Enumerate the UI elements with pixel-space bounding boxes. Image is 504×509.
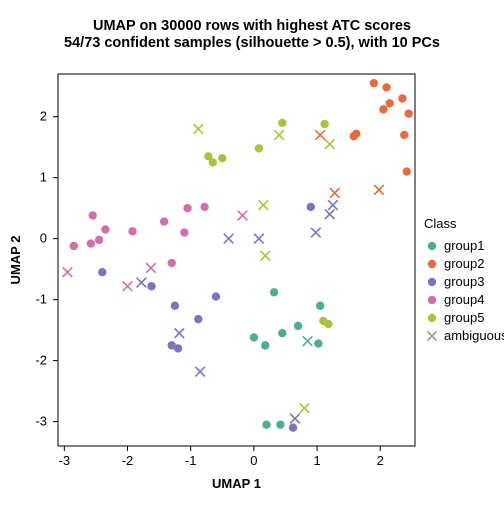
- legend-title: Class: [424, 216, 457, 231]
- data-point: [194, 315, 202, 323]
- data-point: [370, 79, 378, 87]
- x-tick-label: 1: [313, 453, 320, 468]
- data-point: [400, 131, 408, 139]
- data-point: [87, 239, 95, 247]
- data-point: [350, 132, 358, 140]
- data-point: [218, 154, 226, 162]
- data-point: [70, 242, 78, 250]
- x-tick-label: -3: [59, 453, 71, 468]
- data-point: [379, 105, 387, 113]
- data-point: [386, 99, 394, 107]
- data-point: [204, 152, 212, 160]
- legend-label: group5: [444, 310, 484, 325]
- title-line-2: 54/73 confident samples (silhouette > 0.…: [0, 35, 504, 52]
- scatter-plot: -3 -2 -1 0 1 2 -3 -2 -1 0 1 2 UMAP 1 UMAP 2 Class group…: [0, 0, 504, 504]
- data-point: [320, 120, 328, 128]
- data-point: [403, 167, 411, 175]
- legend-label: group4: [444, 292, 484, 307]
- data-point: [324, 320, 332, 328]
- data-point: [255, 144, 263, 152]
- y-tick-label: 1: [40, 170, 47, 185]
- legend-swatch: [428, 278, 436, 286]
- data-point: [404, 109, 412, 117]
- data-point: [160, 217, 168, 225]
- data-point: [307, 203, 315, 211]
- y-tick-label: -2: [35, 353, 47, 368]
- data-point: [316, 302, 324, 310]
- data-point: [289, 424, 297, 432]
- data-point: [278, 119, 286, 127]
- data-point: [168, 259, 176, 267]
- data-point: [183, 204, 191, 212]
- data-point: [261, 341, 269, 349]
- data-point: [250, 333, 258, 341]
- title-line-1: UMAP on 30000 rows with highest ATC scor…: [0, 18, 504, 35]
- y-tick-label: 2: [40, 109, 47, 124]
- data-point: [212, 292, 220, 300]
- data-point: [200, 203, 208, 211]
- legend-label: ambiguous: [444, 328, 504, 343]
- legend-swatch: [428, 314, 436, 322]
- chart-container: UMAP on 30000 rows with highest ATC scor…: [0, 0, 504, 504]
- data-point: [180, 228, 188, 236]
- data-point: [294, 322, 302, 330]
- data-point: [278, 329, 286, 337]
- x-tick-label: -1: [185, 453, 197, 468]
- data-point: [382, 83, 390, 91]
- y-tick-label: -3: [35, 414, 47, 429]
- y-tick-label: -1: [35, 292, 47, 307]
- y-tick-label: 0: [40, 231, 47, 246]
- data-point: [314, 339, 322, 347]
- x-tick-label: -2: [122, 453, 134, 468]
- data-point: [276, 420, 284, 428]
- data-point: [270, 288, 278, 296]
- data-point: [128, 227, 136, 235]
- legend-swatch: [428, 296, 436, 304]
- legend-label: group2: [444, 256, 484, 271]
- data-point: [89, 211, 97, 219]
- legend-label: group1: [444, 238, 484, 253]
- title-block: UMAP on 30000 rows with highest ATC scor…: [0, 18, 504, 53]
- data-point: [147, 282, 155, 290]
- x-axis-label: UMAP 1: [212, 476, 261, 491]
- data-point: [95, 236, 103, 244]
- x-tick-label: 2: [377, 453, 384, 468]
- legend-swatch: [428, 242, 436, 250]
- data-point: [101, 225, 109, 233]
- y-axis-label: UMAP 2: [8, 236, 23, 285]
- data-point: [398, 94, 406, 102]
- data-point: [168, 341, 176, 349]
- x-tick-label: 0: [250, 453, 257, 468]
- data-point: [171, 302, 179, 310]
- data-point: [98, 268, 106, 276]
- legend-swatch: [428, 260, 436, 268]
- plot-box: [58, 74, 415, 446]
- data-point: [262, 420, 270, 428]
- legend-label: group3: [444, 274, 484, 289]
